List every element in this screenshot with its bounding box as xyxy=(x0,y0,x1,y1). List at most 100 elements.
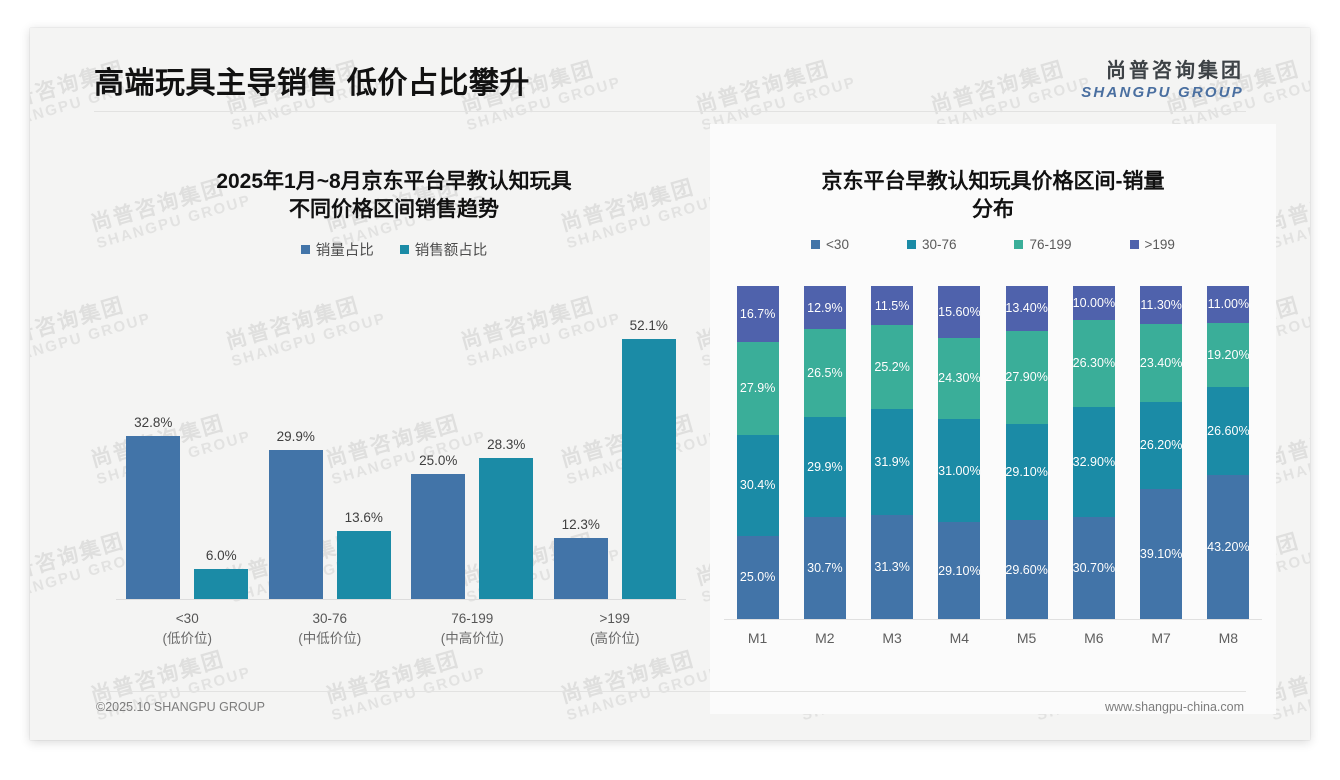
left-chart-title: 2025年1月~8月京东平台早教认知玩具 不同价格区间销售趋势 xyxy=(94,168,694,223)
bar-group: 32.8% 6.0% xyxy=(126,300,249,599)
bar-column[interactable]: 12.3% xyxy=(553,300,608,599)
stacked-bar-segment[interactable]: 15.60% xyxy=(938,286,981,338)
stacked-bar-column[interactable]: 12.9% 26.5% 29.9% 30.7% xyxy=(803,286,846,619)
stacked-segment-label: 39.10% xyxy=(1139,546,1183,561)
legend-item-1[interactable]: <30 xyxy=(811,237,849,252)
bar-column[interactable]: 25.0% xyxy=(411,300,466,599)
legend-item-1[interactable]: 销量占比 xyxy=(300,239,374,260)
stacked-segment-label: 29.10% xyxy=(938,563,981,578)
stacked-bar-column[interactable]: 11.5% 25.2% 31.9% 31.3% xyxy=(871,286,914,619)
bar-group: 29.9% 13.6% xyxy=(268,300,391,599)
stacked-bar-segment[interactable]: 31.9% xyxy=(871,408,914,515)
bar-value-label: 25.0% xyxy=(419,453,458,469)
stacked-bar-segment[interactable]: 10.00% xyxy=(1073,286,1115,320)
stacked-bar-segment[interactable]: 13.40% xyxy=(1005,286,1048,331)
website-text[interactable]: www.shangpu-china.com xyxy=(1105,700,1244,714)
stacked-bar-segment[interactable]: 29.10% xyxy=(1005,423,1048,521)
bar-rect[interactable] xyxy=(411,474,466,599)
bar-rect[interactable] xyxy=(621,339,676,599)
bar-column[interactable]: 29.9% xyxy=(268,300,323,599)
stacked-bar-column[interactable]: 11.00% 19.20% 26.60% 43.20% xyxy=(1207,286,1250,619)
x-axis-tick-label: 76-199 (中高价位) xyxy=(407,609,537,648)
bar-rect[interactable] xyxy=(194,569,249,599)
legend-swatch-icon xyxy=(906,240,916,250)
stacked-segment-label: 26.5% xyxy=(807,366,843,381)
stacked-bar-segment[interactable]: 24.30% xyxy=(938,337,981,419)
bar-value-label: 13.6% xyxy=(344,510,383,526)
stacked-bar-segment[interactable]: 23.40% xyxy=(1140,323,1182,402)
legend-item-2[interactable]: 销售额占比 xyxy=(399,239,488,260)
stacked-bar-segment[interactable]: 27.9% xyxy=(736,341,779,435)
stacked-segment-label: 27.90% xyxy=(1005,370,1048,385)
legend-item-4[interactable]: >199 xyxy=(1129,237,1175,252)
stacked-bar-segment[interactable]: 25.0% xyxy=(736,535,779,619)
bar-column[interactable]: 13.6% xyxy=(336,300,391,599)
stacked-bar-segment[interactable]: 26.20% xyxy=(1140,401,1182,489)
bar-rect[interactable] xyxy=(268,450,323,599)
stacked-bar-column[interactable]: 10.00% 26.30% 32.90% 30.70% xyxy=(1073,286,1115,619)
stacked-segment-label: 24.30% xyxy=(938,371,981,386)
stacked-bar-segment[interactable]: 27.90% xyxy=(1005,330,1048,424)
legend-item-3[interactable]: 76-199 xyxy=(1014,237,1072,253)
stacked-bar-segment[interactable]: 30.7% xyxy=(803,516,846,619)
stacked-segment-label: 30.7% xyxy=(807,560,843,575)
stacked-segment-label: 31.00% xyxy=(938,463,981,478)
bar-rect[interactable] xyxy=(553,537,608,599)
stacked-bar-segment[interactable]: 26.5% xyxy=(803,328,846,418)
bar-group: 12.3% 52.1% xyxy=(553,300,676,599)
legend-item-2[interactable]: 30-76 xyxy=(906,237,957,253)
stacked-bar-segment[interactable]: 43.20% xyxy=(1207,475,1250,619)
stacked-bar-column[interactable]: 16.7% 27.9% 30.4% 25.0% xyxy=(736,286,779,619)
legend-label: 76-199 xyxy=(1029,237,1072,253)
stacked-bar-segment[interactable]: 32.90% xyxy=(1073,407,1115,517)
stacked-segment-label: 16.7% xyxy=(739,306,776,321)
stacked-bar-segment[interactable]: 11.5% xyxy=(871,286,914,325)
chart-panel-right: 京东平台早教认知玩具价格区间-销量 分布 <30 30-76 76-199 >199 … xyxy=(710,124,1276,714)
stacked-bar-segment[interactable]: 31.00% xyxy=(938,418,981,523)
stacked-bar-segment[interactable]: 39.10% xyxy=(1139,488,1183,619)
legend-label: 30-76 xyxy=(921,237,957,253)
slide-footer: ©2025.10 SHANGPU GROUP www.shangpu-china… xyxy=(30,700,1310,722)
stacked-bar-segment[interactable]: 25.2% xyxy=(871,324,914,409)
bar-value-label: 29.9% xyxy=(276,429,315,444)
legend-label: 销售额占比 xyxy=(414,243,488,260)
stacked-bar-segment[interactable]: 26.60% xyxy=(1207,386,1250,476)
stacked-bar-segment[interactable]: 26.30% xyxy=(1073,319,1115,408)
stacked-bar-segment[interactable]: 31.3% xyxy=(871,514,914,619)
stacked-bar-column[interactable]: 15.60% 24.30% 31.00% 29.10% xyxy=(938,286,981,619)
stacked-bar-segment[interactable]: 29.9% xyxy=(803,417,846,517)
x-tick-sub: (高价位) xyxy=(590,630,640,646)
grouped-bar-plot-area: 32.8% 6.0% 29.9% 13.6% 25.0% 28.3% 12.3% 52.1% xyxy=(116,300,686,600)
bar-column[interactable]: 52.1% xyxy=(621,300,676,599)
stacked-bar-segment[interactable]: 12.9% xyxy=(803,286,846,329)
stacked-bar-column[interactable]: 13.40% 27.90% 29.10% 29.60% xyxy=(1005,286,1048,619)
stacked-segment-label: 29.10% xyxy=(1005,464,1048,479)
stacked-bar-segment[interactable]: 30.4% xyxy=(736,434,779,536)
bar-column[interactable]: 6.0% xyxy=(194,300,249,599)
grouped-bar-x-axis: <30 (低价位) 30-76 (中低价位) 76-199 (中高价位) >199 (高价位) xyxy=(116,600,686,648)
stacked-bar-segment[interactable]: 16.7% xyxy=(736,286,779,342)
bar-rect[interactable] xyxy=(479,457,534,599)
bar-value-label: 12.3% xyxy=(561,516,600,532)
stacked-segment-label: 32.90% xyxy=(1072,455,1116,469)
stacked-bar-segment[interactable]: 29.60% xyxy=(1005,520,1048,619)
stacked-bar-segment[interactable]: 29.10% xyxy=(938,522,981,619)
stacked-segment-label: 25.0% xyxy=(739,570,776,585)
stacked-bar-segment[interactable]: 30.70% xyxy=(1073,516,1115,619)
stacked-bar-segment[interactable]: 11.30% xyxy=(1140,286,1183,324)
footer-divider xyxy=(94,691,1246,692)
stacked-segment-label: 29.60% xyxy=(1005,562,1048,577)
stacked-segment-label: 30.4% xyxy=(739,478,776,493)
stacked-bar-segment[interactable]: 19.20% xyxy=(1207,322,1250,387)
legend-label: 销量占比 xyxy=(315,243,374,260)
page-title: 高端玩具主导销售 低价占比攀升 xyxy=(94,67,530,100)
bar-column[interactable]: 28.3% xyxy=(479,300,534,599)
bar-rect[interactable] xyxy=(336,531,391,599)
bar-column[interactable]: 32.8% xyxy=(126,300,181,599)
x-axis-tick-label: M5 xyxy=(1016,630,1037,646)
bar-rect[interactable] xyxy=(126,435,181,599)
bar-value-label: 32.8% xyxy=(134,414,173,430)
legend-swatch-icon xyxy=(1129,240,1139,250)
stacked-bar-segment[interactable]: 11.00% xyxy=(1207,286,1250,323)
stacked-bar-column[interactable]: 11.30% 23.40% 26.20% 39.10% xyxy=(1140,286,1182,619)
